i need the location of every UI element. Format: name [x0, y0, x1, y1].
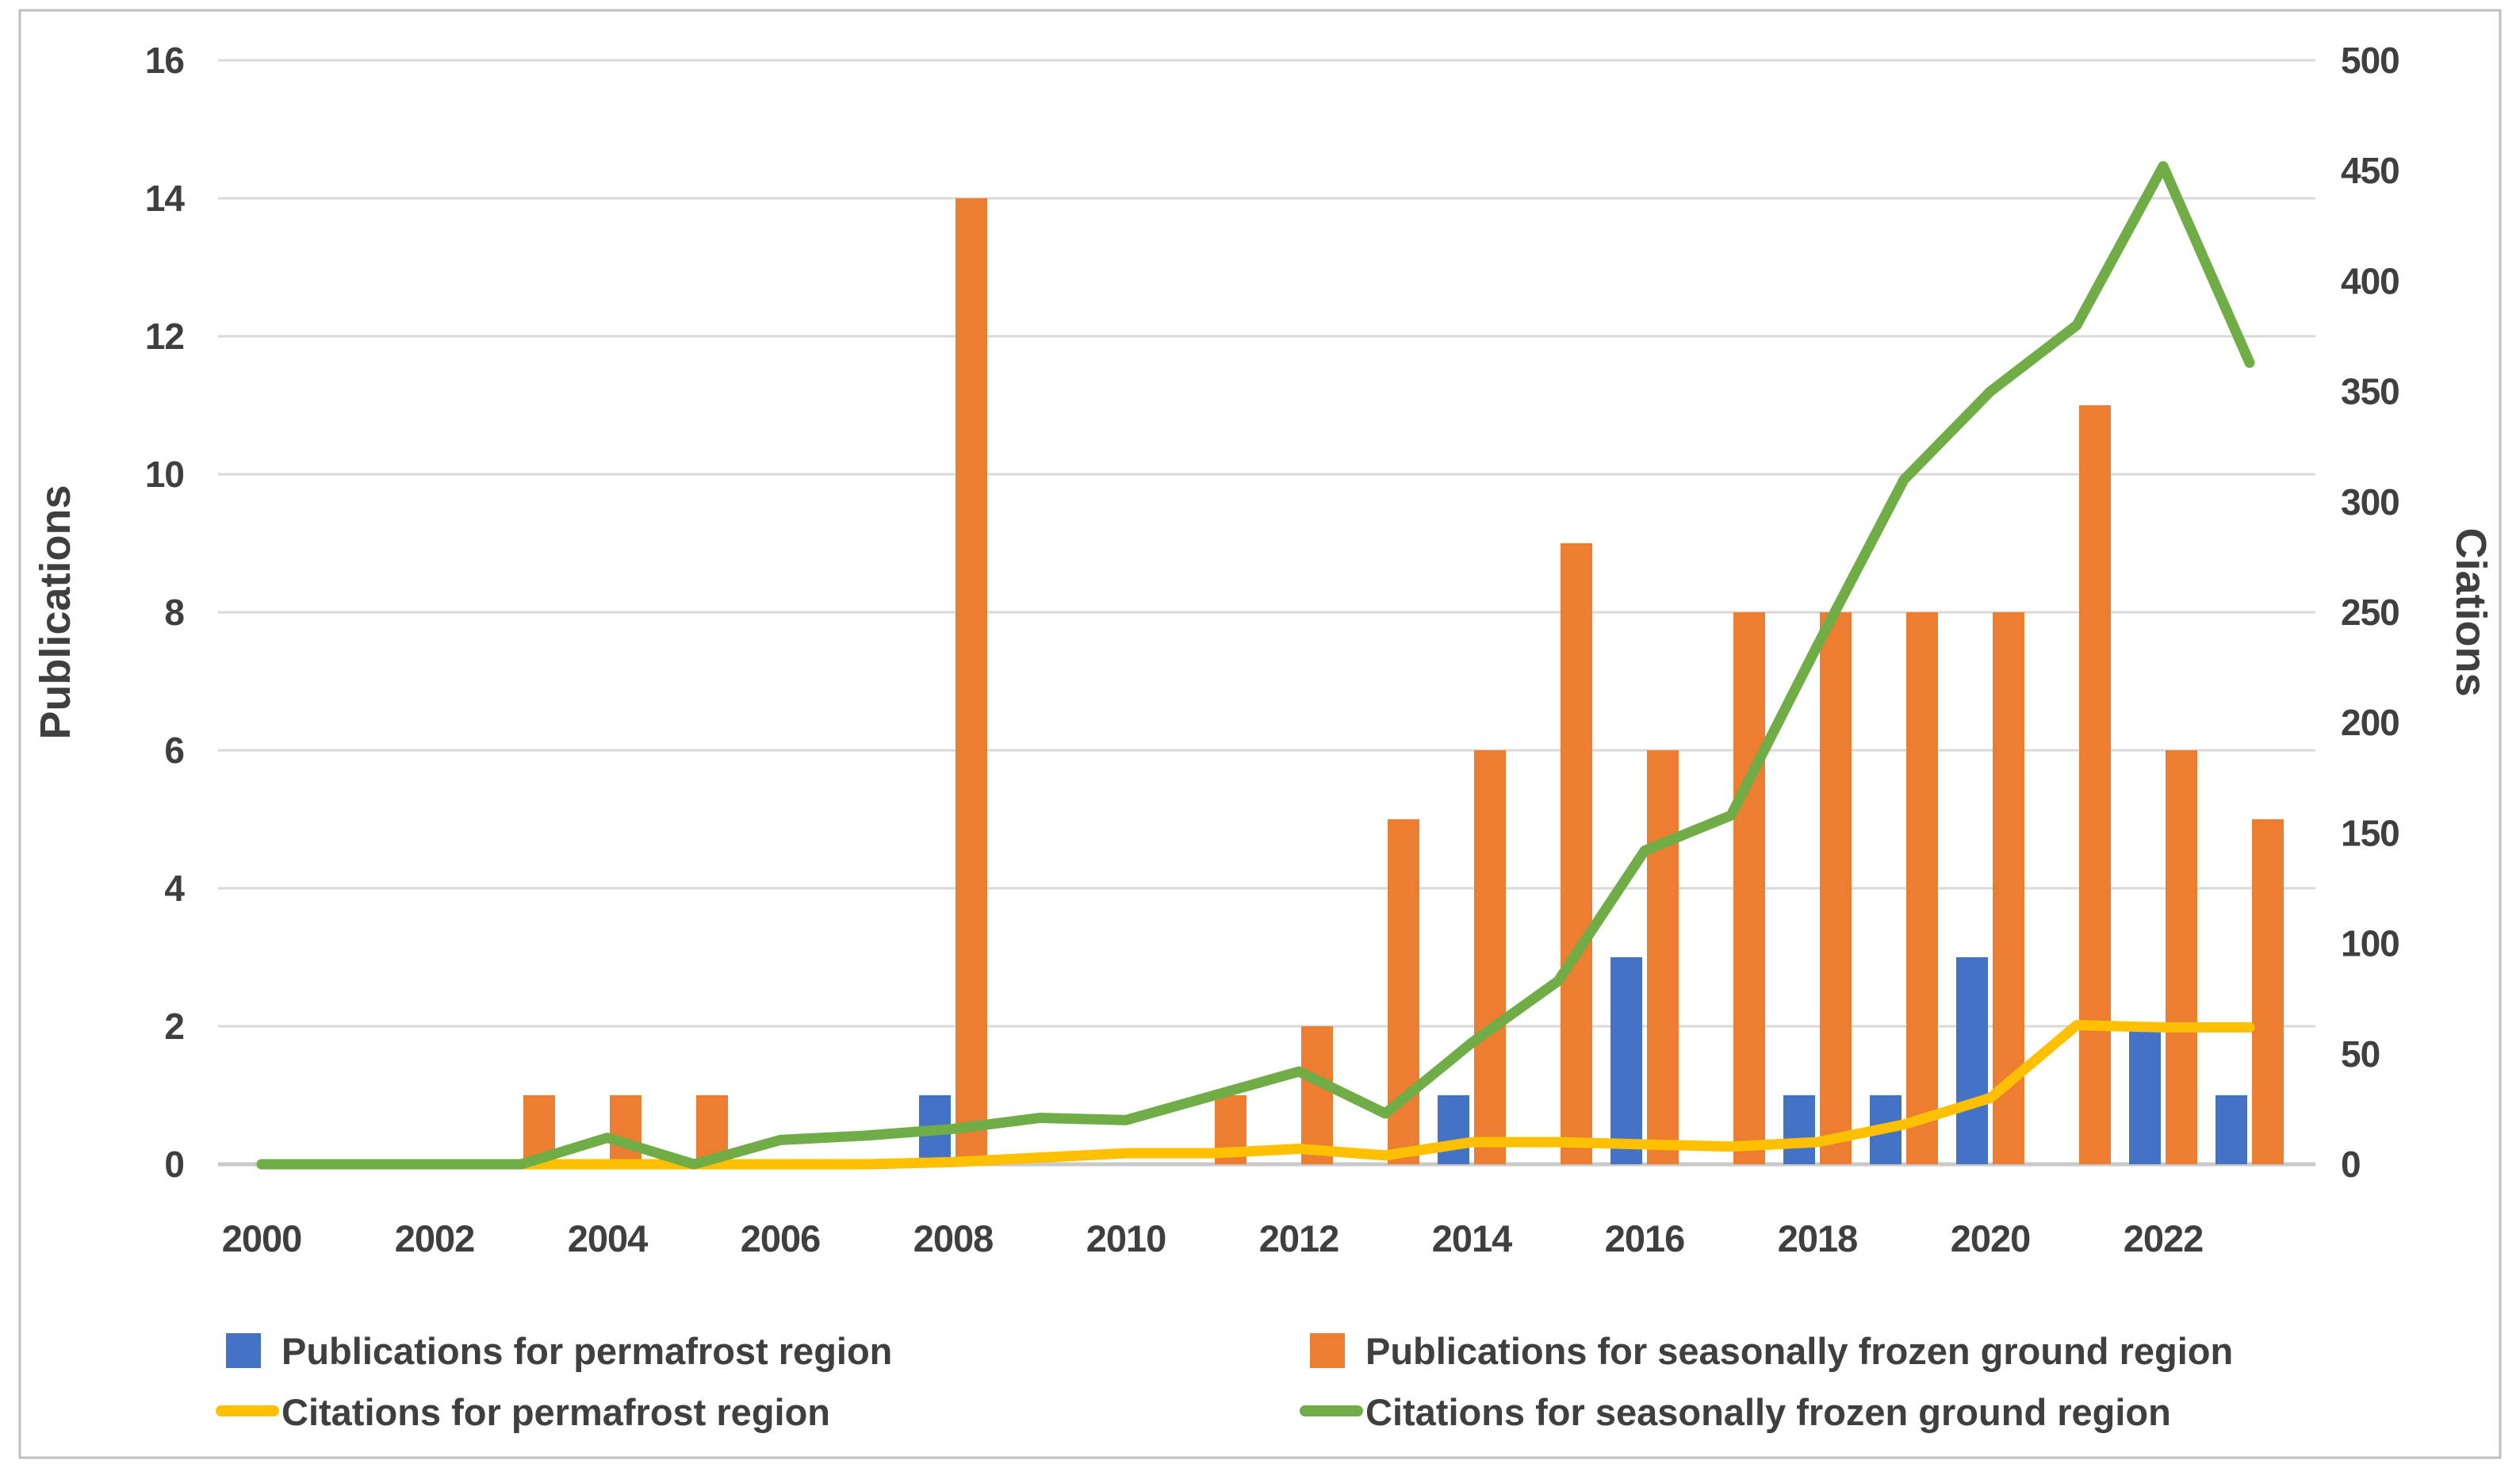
bar-seasonally-frozen-2004: [610, 1095, 641, 1164]
x-axis-tick: 2006: [741, 1217, 821, 1259]
bar-permafrost-2020: [1956, 957, 1988, 1164]
legend-item-citations-permafrost: Citations for permafrost region: [216, 1391, 830, 1433]
x-axis-tick: 2020: [1951, 1217, 2031, 1259]
bar-seasonally-frozen-2021: [2079, 405, 2111, 1164]
right-axis-tick: 50: [2341, 1033, 2380, 1075]
bar-permafrost-2016: [1610, 957, 1642, 1164]
left-axis-tick: 16: [145, 40, 184, 81]
legend-label: Publications for seasonally frozen groun…: [1365, 1330, 2233, 1372]
legend-swatch-orange-square: [1310, 1333, 1345, 1368]
x-axis-tick: 2018: [1778, 1217, 1858, 1259]
bar-permafrost-2018: [1783, 1095, 1815, 1164]
bar-seasonally-frozen-2019: [1906, 612, 1938, 1164]
x-axis-tick: 2000: [222, 1217, 302, 1259]
left-axis-tick: 8: [164, 592, 184, 633]
bar-seasonally-frozen-2018: [1820, 612, 1852, 1164]
x-axis-tick: 2004: [568, 1217, 648, 1259]
bar-seasonally-frozen-2016: [1647, 750, 1679, 1164]
right-axis-tick: 500: [2341, 40, 2399, 81]
left-axis-tick: 0: [164, 1144, 184, 1185]
left-axis-tick: 14: [145, 178, 186, 219]
x-axis-tick: 2012: [1259, 1217, 1339, 1259]
x-axis-tick: 2014: [1432, 1217, 1512, 1259]
bar-series: [523, 198, 2284, 1164]
bar-seasonally-frozen-2017: [1733, 612, 1765, 1164]
bar-permafrost-2014: [1438, 1095, 1469, 1164]
x-axis-tick: 2022: [2124, 1217, 2204, 1259]
bar-seasonally-frozen-2014: [1474, 750, 1506, 1164]
left-axis-tick-labels: 0 2 4 6 8 10 12 14 16: [145, 40, 186, 1185]
legend: Publications for permafrost region Citat…: [216, 1330, 2233, 1433]
right-axis-tick-labels: 0 50 100 150 200 250 300 350 400 450 500: [2341, 40, 2400, 1185]
bar-seasonally-frozen-2008: [956, 198, 987, 1164]
bar-seasonally-frozen-2012: [1301, 1026, 1333, 1164]
bar-seasonally-frozen-2015: [1561, 543, 1592, 1164]
right-axis-tick: 450: [2341, 150, 2399, 191]
right-axis-tick: 150: [2341, 812, 2399, 853]
right-axis-title: Ciations: [2447, 527, 2495, 696]
line-citations-seasonally-frozen: [256, 161, 2255, 1170]
left-axis-tick: 4: [164, 868, 185, 909]
legend-swatch-yellow-line: [216, 1405, 279, 1416]
right-axis-tick: 200: [2341, 702, 2399, 743]
right-axis-tick: 350: [2341, 371, 2399, 412]
x-axis-tick-labels: 2000 2002 2004 2006 2008 2010 2012 2014 2016 2018…: [222, 1217, 2204, 1259]
x-axis-tick: 2008: [913, 1217, 994, 1259]
left-axis-tick: 12: [145, 316, 184, 357]
right-axis-tick: 100: [2341, 923, 2399, 964]
line-citations-permafrost: [256, 1020, 2255, 1170]
bar-seasonally-frozen-2023: [2252, 819, 2284, 1164]
legend-item-citations-seasonally-frozen: Citations for seasonally frozen ground r…: [1300, 1391, 2171, 1433]
x-axis-tick: 2002: [395, 1217, 475, 1259]
x-axis-tick: 2016: [1605, 1217, 1685, 1259]
right-axis-tick: 250: [2341, 592, 2399, 633]
legend-item-publications-seasonally-frozen: Publications for seasonally frozen groun…: [1310, 1330, 2233, 1372]
left-axis-title: Publications: [32, 485, 79, 739]
bar-permafrost-2023: [2216, 1095, 2247, 1164]
left-axis-tick: 6: [164, 730, 184, 771]
right-axis-tick: 0: [2341, 1144, 2361, 1185]
bar-permafrost-2022: [2129, 1026, 2161, 1164]
legend-label: Publications for permafrost region: [281, 1330, 892, 1372]
legend-swatch-green-line: [1300, 1405, 1363, 1416]
x-axis-tick: 2010: [1086, 1217, 1166, 1259]
left-axis-tick: 10: [145, 454, 184, 495]
line-series: [256, 161, 2255, 1170]
left-axis-tick: 2: [164, 1006, 184, 1047]
right-axis-tick: 400: [2341, 260, 2399, 301]
legend-swatch-blue-square: [226, 1333, 261, 1368]
right-axis-tick: 300: [2341, 481, 2399, 523]
bar-seasonally-frozen-2022: [2166, 750, 2197, 1164]
legend-item-publications-permafrost: Publications for permafrost region: [226, 1330, 892, 1372]
legend-label: Citations for seasonally frozen ground r…: [1365, 1391, 2171, 1433]
legend-label: Citations for permafrost region: [281, 1391, 830, 1433]
